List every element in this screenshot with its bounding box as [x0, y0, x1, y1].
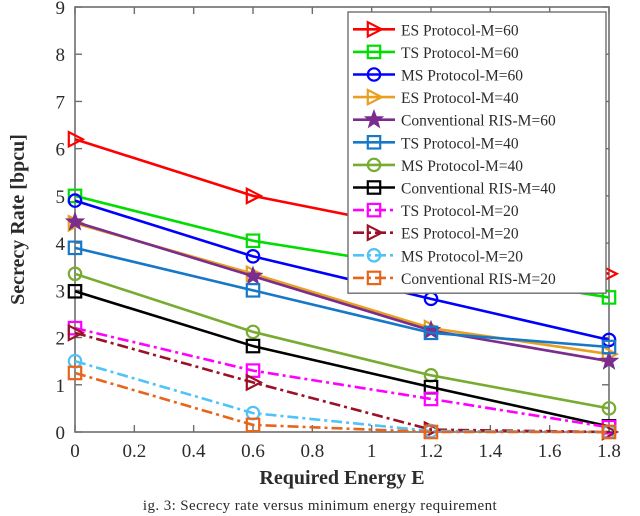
x-tick-label: 1.8 — [597, 441, 621, 462]
x-tick-label: 0 — [70, 441, 80, 462]
x-tick-label: 1.4 — [478, 441, 502, 462]
data-marker-circle — [366, 67, 382, 82]
x-tick-label: 1 — [367, 441, 377, 462]
legend-box — [347, 11, 607, 294]
data-marker-square — [601, 424, 617, 440]
data-marker-square — [366, 202, 382, 218]
legend-entry-label: ES Protocol-M=40 — [401, 90, 519, 107]
x-tick-label: 0.4 — [182, 441, 206, 462]
data-marker-triangle — [245, 186, 264, 205]
figure-caption: ig. 3: Secrecy rate versus minimum energ… — [142, 498, 498, 514]
legend-entry-label: ES Protocol-M=60 — [401, 22, 519, 39]
series-polyline — [74, 326, 610, 429]
x-tick-label: 1.2 — [419, 441, 443, 462]
data-marker-square — [67, 283, 83, 299]
data-marker-star — [242, 265, 264, 285]
legend-entry-label: MS Protocol-M=60 — [401, 68, 523, 85]
legend-entry-label: MS Protocol-M=20 — [401, 248, 523, 265]
data-marker-square — [67, 365, 83, 381]
x-tick-label: 0.8 — [300, 441, 324, 462]
data-marker-square — [245, 338, 261, 354]
series-polyline — [74, 246, 610, 349]
series-line — [67, 365, 617, 440]
y-tick-label: 5 — [56, 187, 66, 208]
series-polyline — [74, 272, 610, 410]
legend-entry-label: TS Protocol-M=60 — [401, 45, 519, 62]
data-marker-square — [245, 233, 261, 249]
data-marker-triangle — [245, 373, 264, 392]
y-tick-label: 2 — [56, 329, 66, 350]
y-tick-label: 8 — [56, 45, 66, 66]
series-polyline — [74, 220, 610, 363]
legend-entry-label: Conventional RIS-M=60 — [401, 113, 556, 130]
legend-entry-label: TS Protocol-M=40 — [401, 135, 519, 152]
data-marker-square — [601, 339, 617, 355]
data-marker-triangle — [366, 20, 385, 39]
data-marker-square — [366, 44, 382, 60]
data-marker-circle — [67, 266, 83, 282]
y-tick-label: 6 — [56, 140, 66, 161]
y-axis-title: Secrecy Rate [bpcu] — [7, 134, 29, 305]
x-tick-label: 0.2 — [122, 441, 146, 462]
series-polyline — [74, 371, 609, 434]
data-marker-triangle — [366, 88, 385, 107]
data-marker-triangle — [366, 223, 385, 242]
data-marker-circle — [67, 193, 83, 208]
x-tick-label: 1.6 — [538, 441, 562, 462]
series-line — [67, 266, 617, 416]
y-tick-label: 0 — [56, 423, 66, 444]
data-marker-circle — [601, 401, 617, 416]
data-marker-square — [245, 363, 261, 378]
chart-legend: ES Protocol-M=60 TS Protocol-M=60 MS Proto… — [347, 11, 607, 294]
data-marker-square — [423, 391, 439, 407]
legend-entry-label: Conventional RIS-M=20 — [401, 271, 556, 288]
data-marker-square — [601, 290, 617, 305]
data-marker-square — [245, 283, 261, 298]
y-tick-label: 7 — [56, 92, 66, 113]
y-tick-label: 9 — [56, 0, 66, 19]
data-marker-square — [423, 325, 439, 341]
data-marker-circle — [366, 248, 382, 263]
data-marker-triangle — [67, 130, 86, 149]
data-marker-square — [67, 188, 83, 204]
data-marker-circle — [366, 157, 382, 173]
y-tick-label: 4 — [56, 234, 66, 255]
data-marker-square — [67, 240, 83, 256]
data-marker-square — [423, 424, 439, 440]
data-marker-circle — [245, 324, 261, 340]
series-polyline — [74, 331, 610, 434]
y-tick-label: 1 — [56, 376, 66, 397]
y-tick-label: 3 — [56, 281, 66, 302]
legend-entry-label: ES Protocol-M=20 — [401, 226, 519, 243]
legend-entry-label: Conventional RIS-M=40 — [401, 181, 556, 198]
x-tick-label: 0.6 — [241, 441, 265, 462]
legend-entry-label: TS Protocol-M=20 — [401, 203, 519, 220]
data-marker-square — [366, 135, 382, 150]
data-marker-triangle — [67, 323, 86, 342]
data-marker-star — [363, 108, 385, 129]
data-marker-square — [366, 180, 382, 195]
series-line — [67, 240, 617, 355]
series-polyline — [74, 290, 610, 428]
series-polyline — [74, 359, 610, 434]
series-polyline — [74, 199, 610, 342]
data-marker-circle — [245, 249, 261, 264]
data-marker-square — [366, 270, 382, 286]
data-marker-square — [245, 417, 261, 433]
x-axis-title: Required Energy E — [259, 467, 424, 489]
secrecy-rate-chart: 0 1 2 3 4 5 6 7 8 9 0 0.2 0.4 0.6 0.8 1 1.2 1.4 1.6 1.8 Requ… — [7, 0, 621, 489]
legend-entry-label: MS Protocol-M=40 — [401, 158, 523, 175]
data-marker-star — [598, 350, 620, 370]
data-marker-star — [64, 211, 86, 231]
